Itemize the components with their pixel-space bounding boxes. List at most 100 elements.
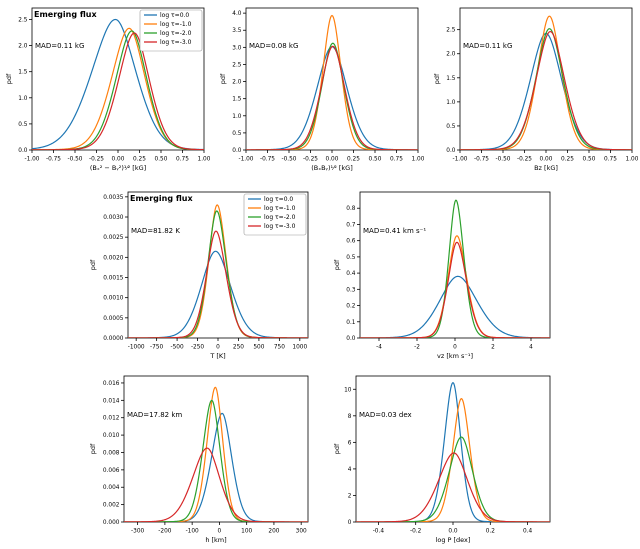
x-tick-label: -250 <box>191 345 204 351</box>
y-tick-label: 0 <box>348 520 352 526</box>
x-tick-label: -0.50 <box>282 157 297 163</box>
series-curve-3 <box>356 452 550 522</box>
series-curve-1 <box>124 386 308 522</box>
x-tick-label: -1.00 <box>25 157 40 163</box>
y-tick-label: 2.0 <box>18 44 28 50</box>
y-tick-label: 10 <box>344 387 352 393</box>
x-tick-label: 0.50 <box>155 157 168 163</box>
y-tick-label: 1.5 <box>446 76 456 82</box>
legend-label: log τ=-1.0 <box>264 205 296 212</box>
y-tick-label: 1.0 <box>232 114 242 120</box>
y-tick-label: 0.0020 <box>103 255 124 261</box>
x-tick-label: 250 <box>233 345 244 351</box>
y-tick-label: 0.0025 <box>103 235 124 241</box>
y-tick-label: 2.5 <box>232 62 242 68</box>
y-tick-label: 0.0035 <box>103 195 124 201</box>
x-tick-label: 0 <box>453 345 457 351</box>
x-axis-label: vz [km s⁻¹] <box>437 352 473 360</box>
y-tick-label: 0.004 <box>103 485 120 491</box>
y-tick-label: 6 <box>348 440 352 446</box>
x-tick-label: 1.00 <box>412 157 424 163</box>
x-axis-label: (Bₓ² − Bᵧ²)¹⁄² [kG] <box>90 164 146 172</box>
series-curve-3 <box>124 447 308 522</box>
x-tick-label: -4 <box>376 345 382 351</box>
subplot-pressure: -0.4 -0.2 0.0 0.2 0.4 0 2 4 6 8 10 log P [dex] pdf MA… <box>330 370 556 546</box>
y-tick-label: 1.0 <box>446 100 456 106</box>
x-tick-label: 200 <box>268 529 279 535</box>
y-tick-label: 0.006 <box>103 468 120 474</box>
x-tick-label: 500 <box>253 345 264 351</box>
y-tick-label: 0.5 <box>232 131 242 137</box>
subplot-bxby: -1.00 -0.75 -0.50 -0.25 0.00 0.25 0.50 0.75 1.00… <box>216 2 424 174</box>
y-tick-label: 0.0010 <box>103 296 124 302</box>
x-tick-label: -1.00 <box>239 157 254 163</box>
chart-bz: -1.00 -0.75 -0.50 -0.25 0.00 0.25 0.50 0.75 1.00… <box>433 7 638 172</box>
series-curve-0 <box>460 32 632 150</box>
x-tick-label: 0.50 <box>369 157 382 163</box>
series-curve-3 <box>460 31 632 150</box>
mad-annotation: MAD=0.03 dex <box>359 411 412 419</box>
mad-annotation: MAD=17.82 km <box>127 411 182 419</box>
y-axis-label: pdf <box>89 443 97 454</box>
y-tick-label: 0.0005 <box>103 316 124 322</box>
x-tick-label: 0.75 <box>604 157 617 163</box>
y-tick-label: 1.0 <box>18 96 28 102</box>
x-tick-label: 750 <box>274 345 285 351</box>
x-tick-label: -0.50 <box>68 157 83 163</box>
series-curve-3 <box>128 230 308 338</box>
x-tick-label: 0.2 <box>486 529 496 535</box>
mad-annotation: MAD=0.11 kG <box>463 42 512 50</box>
series-curve-0 <box>360 275 550 338</box>
series-curve-3 <box>32 32 204 150</box>
x-tick-label: -100 <box>186 529 199 535</box>
mad-annotation: MAD=0.41 km s⁻¹ <box>363 227 426 235</box>
y-tick-label: 0.008 <box>103 450 120 456</box>
y-tick-label: 1.5 <box>18 70 28 76</box>
y-tick-label: 0.8 <box>346 206 356 212</box>
legend-box <box>139 9 203 52</box>
subplot-bx2-by2: -1.00 -0.75 -0.50 -0.25 0.00 0.25 0.50 0.75 1.00… <box>2 2 210 174</box>
x-tick-label: 100 <box>241 529 252 535</box>
y-axis-label: pdf <box>89 259 97 270</box>
axes-frame <box>459 7 633 151</box>
mad-annotation: MAD=0.08 kG <box>249 42 298 50</box>
y-tick-label: 2.5 <box>18 17 28 23</box>
plot-title: Emerging flux <box>34 10 97 19</box>
y-axis-label: pdf <box>219 73 227 84</box>
y-tick-label: 0.012 <box>103 416 120 422</box>
y-tick-label: 4 <box>348 467 352 473</box>
x-tick-label: -0.25 <box>517 157 532 163</box>
x-tick-label: -750 <box>150 345 163 351</box>
y-tick-label: 0.5 <box>346 255 356 261</box>
legend-label: log τ=0.0 <box>264 196 293 203</box>
curves-group <box>128 204 308 338</box>
x-tick-label: 0.25 <box>561 157 574 163</box>
chart-vz: -4 -2 0 2 4 0.0 0.1 0.2 0.3 0.4 0.5 0.6 0.7 0.8 vz [km… <box>333 191 551 360</box>
y-tick-label: 2 <box>348 493 352 499</box>
y-axis-label: pdf <box>333 259 341 270</box>
x-tick-label: 0 <box>218 529 222 535</box>
axes-frame <box>123 375 309 523</box>
x-tick-label: -0.2 <box>410 529 422 535</box>
x-tick-label: 2 <box>491 345 495 351</box>
axes-frame <box>245 7 419 151</box>
series-curve-0 <box>356 382 550 522</box>
x-tick-label: 0 <box>216 345 220 351</box>
subplot-temperature: -1000 -750 -500 -250 0 250 500 750 1000 0.0000 0.0… <box>86 186 314 362</box>
y-tick-label: 0.0030 <box>103 215 124 221</box>
series-curve-0 <box>128 250 308 338</box>
y-tick-label: 0.0015 <box>103 276 124 282</box>
y-tick-label: 0.0 <box>346 336 356 342</box>
x-tick-label: 4 <box>529 345 533 351</box>
series-curve-1 <box>360 235 550 338</box>
x-axis-label: log P [dex] <box>436 536 471 544</box>
y-tick-label: 0.016 <box>103 381 120 387</box>
y-tick-label: 0.4 <box>346 271 356 277</box>
y-tick-label: 0.0 <box>446 148 456 154</box>
chart-bx2-by2: -1.00 -0.75 -0.50 -0.25 0.00 0.25 0.50 0.75 1.00… <box>5 7 210 172</box>
y-axis-label: pdf <box>333 443 341 454</box>
x-tick-label: 0.25 <box>133 157 146 163</box>
x-tick-label: 0.4 <box>523 529 533 535</box>
y-tick-label: 0.0 <box>232 148 242 154</box>
